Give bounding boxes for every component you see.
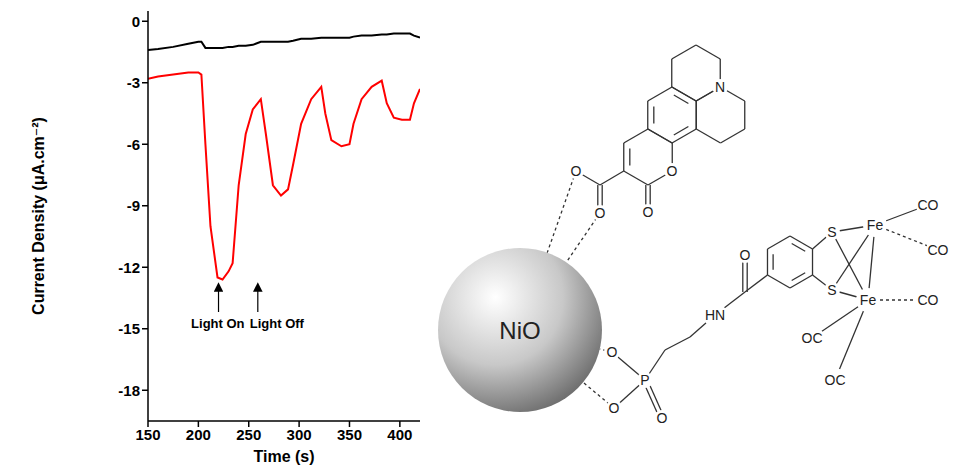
svg-text:Light On: Light On: [191, 316, 244, 331]
svg-text:S: S: [827, 282, 836, 298]
svg-text:O: O: [595, 205, 606, 221]
svg-text:300: 300: [287, 426, 312, 443]
svg-text:CO: CO: [928, 242, 949, 258]
svg-text:HN: HN: [705, 307, 725, 323]
svg-text:150: 150: [135, 426, 160, 443]
svg-text:S: S: [827, 224, 836, 240]
svg-text:400: 400: [387, 426, 412, 443]
svg-text:-18: -18: [118, 382, 140, 399]
svg-text:Light Off: Light Off: [250, 316, 305, 331]
svg-text:-15: -15: [118, 320, 140, 337]
svg-text:Time (s): Time (s): [253, 448, 314, 465]
svg-text:Current Density (μA.cm⁻²): Current Density (μA.cm⁻²): [30, 117, 47, 315]
svg-text:CO: CO: [918, 197, 939, 213]
svg-text:O: O: [643, 204, 654, 220]
svg-text:-12: -12: [118, 259, 140, 276]
svg-text:NiO: NiO: [499, 317, 540, 344]
svg-text:Fe: Fe: [867, 217, 884, 233]
svg-text:O: O: [667, 163, 678, 179]
svg-text:O: O: [740, 247, 751, 263]
svg-text:P: P: [640, 372, 649, 388]
svg-text:-6: -6: [127, 136, 140, 153]
svg-text:O: O: [571, 163, 582, 179]
svg-text:-9: -9: [127, 197, 140, 214]
svg-text:OC: OC: [825, 372, 846, 388]
svg-text:O: O: [657, 410, 668, 426]
svg-text:OC: OC: [802, 330, 823, 346]
svg-text:250: 250: [236, 426, 261, 443]
svg-text:350: 350: [337, 426, 362, 443]
svg-text:O: O: [609, 400, 620, 416]
svg-text:200: 200: [186, 426, 211, 443]
svg-text:N: N: [715, 79, 725, 95]
svg-text:Fe: Fe: [860, 292, 877, 308]
svg-text:CO: CO: [918, 292, 939, 308]
svg-text:-3: -3: [127, 74, 140, 91]
svg-text:0: 0: [132, 13, 140, 30]
svg-text:O: O: [607, 344, 618, 360]
